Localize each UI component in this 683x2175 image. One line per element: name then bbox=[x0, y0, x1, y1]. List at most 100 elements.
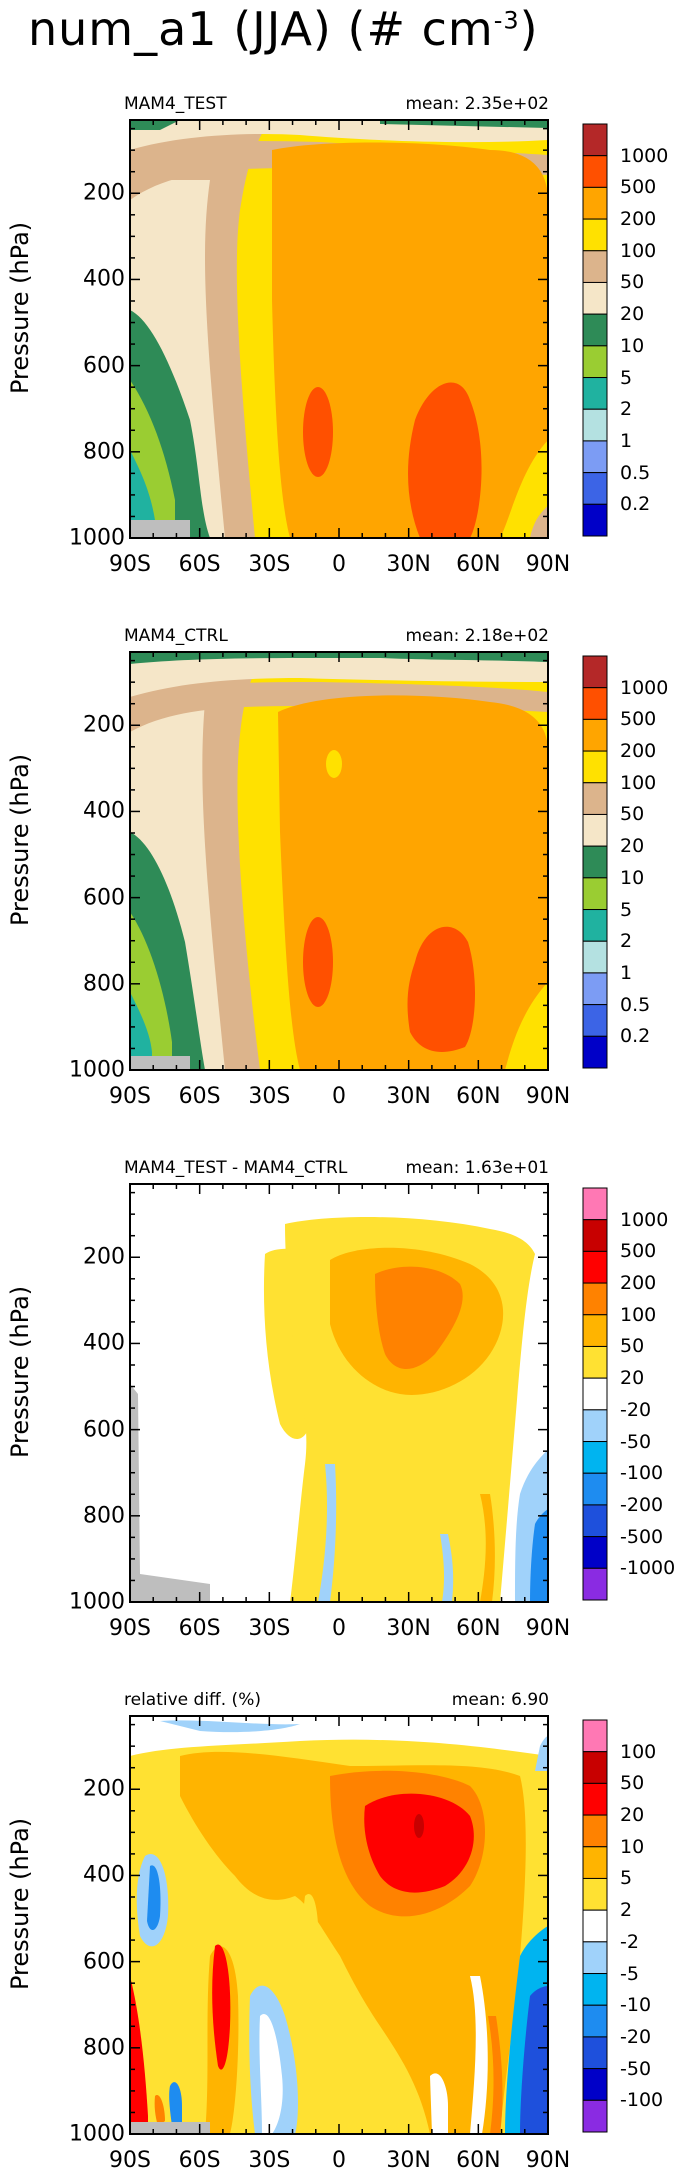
panel-mean: mean: 2.18e+02 bbox=[405, 626, 549, 646]
colorbar-swatch bbox=[582, 281, 608, 315]
colorbar-label: 50 bbox=[620, 1772, 645, 1795]
plot-background bbox=[130, 652, 548, 1070]
colorbar-swatch bbox=[582, 155, 608, 188]
x-tick-label: 0 bbox=[332, 2148, 346, 2173]
colorbar-label: 0.2 bbox=[620, 493, 651, 516]
contour-plot bbox=[129, 119, 608, 539]
colorbar-label: 2 bbox=[620, 1899, 633, 1922]
y-tick-label: 800 bbox=[83, 1503, 125, 1529]
y-tick-label: 1000 bbox=[69, 525, 125, 551]
colorbar-swatch bbox=[582, 123, 608, 157]
plot-frame bbox=[129, 119, 549, 539]
x-tick-label: 30N bbox=[386, 1616, 431, 1641]
colorbar bbox=[582, 1187, 608, 1601]
x-tick-label: 30N bbox=[386, 552, 431, 577]
y-tick-label: 200 bbox=[83, 1776, 125, 1802]
colorbar-label: -5 bbox=[620, 1962, 639, 1985]
colorbar-swatch bbox=[582, 250, 608, 283]
x-tick-label: 30S bbox=[248, 1616, 291, 1641]
colorbar-swatch bbox=[582, 1567, 608, 1601]
colorbar bbox=[582, 1719, 608, 2133]
x-tick-label: 30S bbox=[248, 1084, 291, 1109]
contour-plot bbox=[129, 1183, 608, 1603]
colorbar-label: -20 bbox=[620, 2025, 652, 2048]
colorbar-label: 10 bbox=[620, 866, 645, 889]
x-tick-label: 90S bbox=[109, 2148, 151, 2173]
x-tick-label: 60S bbox=[178, 2148, 221, 2173]
y-tick-label: 800 bbox=[83, 2035, 125, 2061]
x-tick-label: 60N bbox=[456, 2148, 501, 2173]
colorbar-label: 20 bbox=[620, 1367, 645, 1390]
plot-frame bbox=[129, 1183, 549, 1603]
colorbar-label: -50 bbox=[620, 2057, 652, 2080]
plot-background bbox=[130, 1716, 548, 2134]
colorbar-swatch bbox=[582, 1472, 608, 1506]
colorbar-swatch bbox=[582, 1909, 608, 1943]
colorbar-swatch bbox=[582, 1314, 608, 1347]
colorbar-label: -2 bbox=[620, 1930, 639, 1953]
plot-background bbox=[130, 120, 548, 538]
y-tick-label: 400 bbox=[83, 266, 125, 292]
x-tick-label: 60N bbox=[456, 1616, 501, 1641]
colorbar-label: 1000 bbox=[620, 676, 669, 699]
y-tick-label: 1000 bbox=[69, 2121, 125, 2147]
colorbar-swatch bbox=[582, 750, 608, 784]
x-tick-label: 90N bbox=[525, 1084, 571, 1109]
contour-plot bbox=[129, 1715, 608, 2135]
colorbar-label: 5 bbox=[620, 366, 633, 389]
colorbar-swatch bbox=[582, 1345, 608, 1379]
colorbar-label: 2 bbox=[620, 398, 633, 421]
colorbar-label: 1000 bbox=[620, 144, 669, 167]
colorbar-swatch bbox=[582, 782, 608, 815]
colorbar-label: 0.2 bbox=[620, 1025, 651, 1048]
panel-label: MAM4_CTRL bbox=[124, 626, 228, 646]
x-tick-label: 0 bbox=[332, 1616, 346, 1641]
x-tick-label: 90S bbox=[109, 1084, 151, 1109]
colorbar bbox=[582, 123, 608, 537]
colorbar-label: 50 bbox=[620, 271, 645, 294]
colorbar-label: -100 bbox=[620, 1462, 664, 1485]
colorbar-swatch bbox=[582, 1377, 608, 1411]
colorbar-label: 100 bbox=[620, 239, 657, 262]
colorbar-swatch bbox=[582, 2004, 608, 2038]
panel-mean: mean: 6.90 bbox=[451, 1690, 549, 1710]
colorbar-swatch bbox=[582, 2068, 608, 2101]
y-tick-label: 200 bbox=[83, 180, 125, 206]
panel-ctrl: MAM4_CTRL mean: 2.18e+02 Pressure (hPa) … bbox=[0, 532, 683, 1109]
x-tick-label: 30N bbox=[386, 1084, 431, 1109]
panel-relative-difference: relative diff. (%) mean: 6.90 Pressure (… bbox=[0, 1596, 683, 2173]
y-tick-label: 200 bbox=[83, 1244, 125, 1270]
y-tick-label: 400 bbox=[83, 798, 125, 824]
colorbar-swatch bbox=[582, 2036, 608, 2070]
colorbar-swatch bbox=[582, 186, 608, 220]
colorbar-label: 5 bbox=[620, 898, 633, 921]
colorbar-swatch bbox=[582, 813, 608, 847]
colorbar-swatch bbox=[582, 1504, 608, 1538]
colorbar-swatch bbox=[582, 845, 608, 879]
colorbar-swatch bbox=[582, 1814, 608, 1848]
colorbar-label: -50 bbox=[620, 1430, 652, 1453]
colorbar-swatch bbox=[582, 909, 608, 942]
colorbar-label: 500 bbox=[620, 176, 657, 199]
colorbar-swatch bbox=[582, 1973, 608, 2006]
colorbar-swatch bbox=[582, 472, 608, 505]
colorbar-label: 200 bbox=[620, 1272, 657, 1295]
colorbar-swatch bbox=[582, 2099, 608, 2133]
colorbar-swatch bbox=[582, 1719, 608, 1753]
colorbar-label: 500 bbox=[620, 1240, 657, 1263]
panel-absolute-difference: MAM4_TEST - MAM4_CTRL mean: 1.63e+01 Pre… bbox=[0, 1064, 683, 1641]
x-tick-label: 30S bbox=[248, 2148, 291, 2173]
colorbar-label: 0.5 bbox=[620, 461, 651, 484]
colorbar-swatch bbox=[582, 408, 608, 442]
colorbar-swatch bbox=[582, 377, 608, 410]
panel-label: relative diff. (%) bbox=[124, 1690, 261, 1710]
colorbar-label: 1000 bbox=[620, 1208, 669, 1231]
colorbar-label: -100 bbox=[620, 2089, 664, 2112]
colorbar-label: 20 bbox=[620, 835, 645, 858]
colorbar-label: 50 bbox=[620, 1335, 645, 1358]
colorbar-swatch bbox=[582, 1250, 608, 1284]
colorbar-label: 5 bbox=[620, 1867, 633, 1890]
colorbar-label: 1 bbox=[620, 429, 633, 452]
colorbar-swatch bbox=[582, 1536, 608, 1569]
colorbar-swatch bbox=[582, 1004, 608, 1037]
